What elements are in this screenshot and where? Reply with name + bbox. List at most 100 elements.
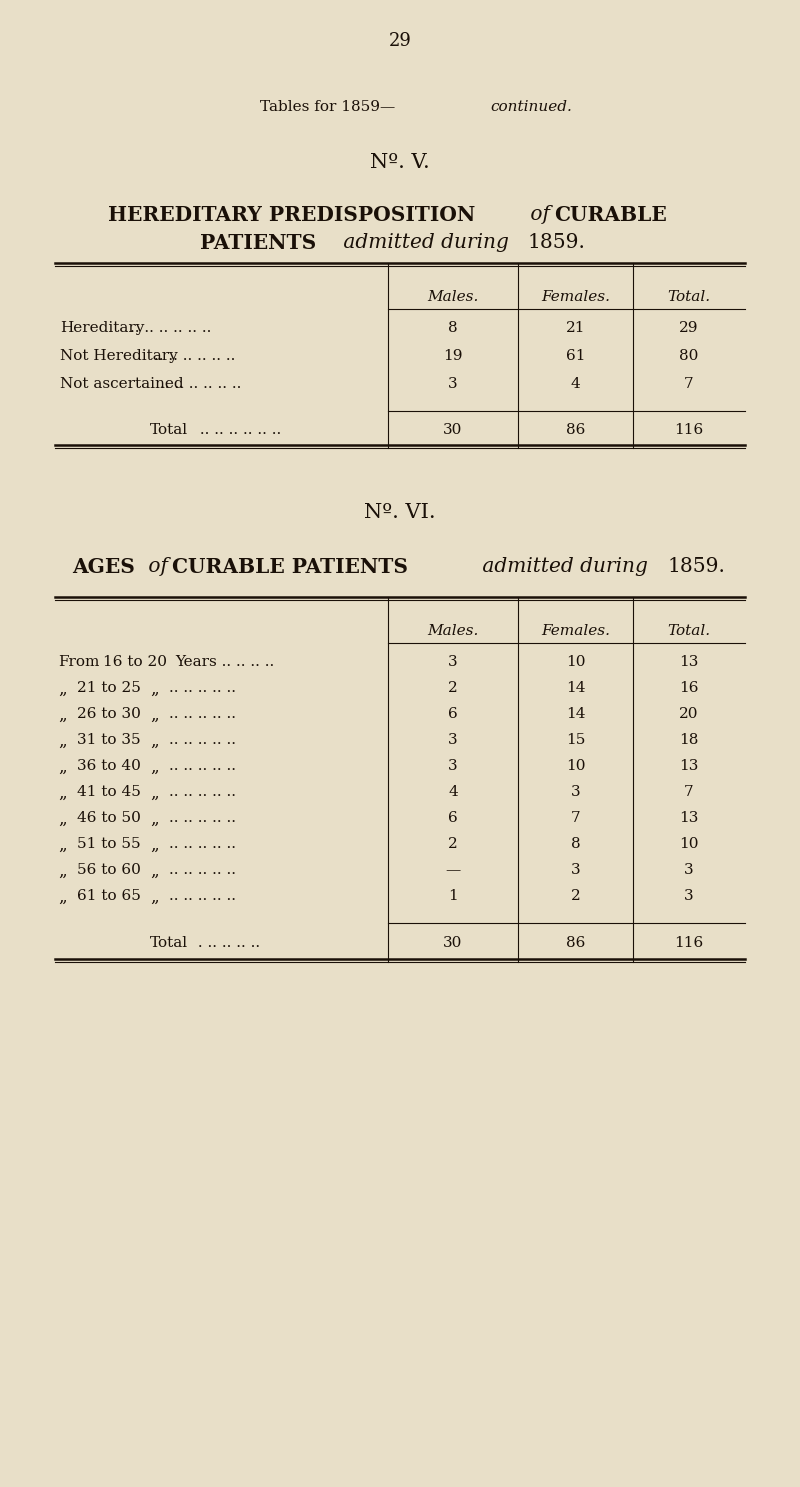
Text: PATIENTS: PATIENTS	[200, 233, 316, 253]
Text: 26 to 30: 26 to 30	[77, 706, 141, 721]
Text: 6: 6	[448, 706, 458, 721]
Text: AGES: AGES	[72, 558, 135, 577]
Text: Nº. V.: Nº. V.	[370, 153, 430, 172]
Text: 19: 19	[443, 349, 462, 363]
Text: 8: 8	[448, 321, 458, 335]
Text: „: „	[58, 706, 66, 724]
Text: „: „	[58, 758, 66, 776]
Text: 61 to 65: 61 to 65	[77, 889, 141, 903]
Text: CURABLE: CURABLE	[554, 205, 666, 225]
Text: .. .. .. .. ..: .. .. .. .. ..	[169, 758, 236, 773]
Text: .. .. .. .. .. ..: .. .. .. .. .. ..	[154, 349, 235, 363]
Text: 7: 7	[684, 785, 694, 799]
Text: 29: 29	[679, 321, 698, 335]
Text: 41 to 45: 41 to 45	[77, 785, 141, 799]
Text: 14: 14	[566, 706, 586, 721]
Text: —: —	[446, 862, 461, 877]
Text: continued.: continued.	[490, 100, 572, 114]
Text: Tables for 1859—: Tables for 1859—	[260, 100, 395, 114]
Text: 46 to 50: 46 to 50	[77, 810, 141, 825]
Text: 3: 3	[684, 862, 694, 877]
Text: 4: 4	[448, 785, 458, 799]
Text: „: „	[150, 837, 158, 854]
Text: 16 to 20: 16 to 20	[103, 654, 167, 669]
Text: Not ascertained: Not ascertained	[60, 378, 184, 391]
Text: 86: 86	[566, 935, 585, 950]
Text: 8: 8	[570, 837, 580, 851]
Text: 3: 3	[448, 654, 458, 669]
Text: .. .. .. .. ..: .. .. .. .. ..	[169, 862, 236, 877]
Text: Females.: Females.	[541, 290, 610, 303]
Text: 20: 20	[679, 706, 698, 721]
Text: „: „	[150, 681, 158, 697]
Text: 30: 30	[443, 422, 462, 437]
Text: „: „	[58, 785, 66, 801]
Text: 15: 15	[566, 733, 585, 746]
Text: 51 to 55: 51 to 55	[77, 837, 141, 851]
Text: „: „	[150, 810, 158, 828]
Text: .. .. .. .. ..: .. .. .. .. ..	[169, 837, 236, 851]
Text: „: „	[58, 681, 66, 697]
Text: 3: 3	[570, 785, 580, 799]
Text: Hereditary: Hereditary	[60, 321, 144, 335]
Text: 10: 10	[679, 837, 698, 851]
Text: „: „	[150, 733, 158, 749]
Text: of: of	[524, 205, 556, 225]
Text: 116: 116	[674, 422, 704, 437]
Text: .. .. .. .. .. ..: .. .. .. .. .. ..	[130, 321, 211, 335]
Text: .. .. .. .. ..: .. .. .. .. ..	[169, 810, 236, 825]
Text: Years .. .. .. ..: Years .. .. .. ..	[175, 654, 274, 669]
Text: .. .. .. .. ..: .. .. .. .. ..	[169, 785, 236, 799]
Text: 61: 61	[566, 349, 586, 363]
Text: 29: 29	[389, 33, 411, 51]
Text: 3: 3	[448, 733, 458, 746]
Text: 18: 18	[679, 733, 698, 746]
Text: „: „	[150, 889, 158, 906]
Text: Total.: Total.	[667, 290, 710, 303]
Text: „: „	[150, 862, 158, 880]
Text: 10: 10	[566, 654, 586, 669]
Text: .. .. .. .. ..: .. .. .. .. ..	[169, 706, 236, 721]
Text: „: „	[150, 706, 158, 724]
Text: 10: 10	[566, 758, 586, 773]
Text: 6: 6	[448, 810, 458, 825]
Text: 1859.: 1859.	[528, 233, 586, 251]
Text: From: From	[58, 654, 99, 669]
Text: 31 to 35: 31 to 35	[77, 733, 141, 746]
Text: 2: 2	[570, 889, 580, 903]
Text: 3: 3	[684, 889, 694, 903]
Text: 13: 13	[679, 654, 698, 669]
Text: 13: 13	[679, 810, 698, 825]
Text: 3: 3	[448, 758, 458, 773]
Text: Females.: Females.	[541, 625, 610, 638]
Text: „: „	[58, 889, 66, 906]
Text: .. .. .. .. ..: .. .. .. .. ..	[169, 889, 236, 903]
Text: CURABLE PATIENTS: CURABLE PATIENTS	[172, 558, 408, 577]
Text: 1859.: 1859.	[668, 558, 726, 575]
Text: admitted during: admitted during	[476, 558, 654, 575]
Text: .. .. .. .. ..: .. .. .. .. ..	[169, 733, 236, 746]
Text: 116: 116	[674, 935, 704, 950]
Text: „: „	[58, 733, 66, 749]
Text: 1: 1	[448, 889, 458, 903]
Text: „: „	[150, 785, 158, 801]
Text: Total: Total	[150, 935, 188, 950]
Text: 21: 21	[566, 321, 586, 335]
Text: .. .. .. .. .. ..: .. .. .. .. .. ..	[160, 378, 242, 391]
Text: Nº. VI.: Nº. VI.	[364, 503, 436, 522]
Text: of: of	[142, 558, 174, 575]
Text: Total.: Total.	[667, 625, 710, 638]
Text: 3: 3	[448, 378, 458, 391]
Text: 80: 80	[679, 349, 698, 363]
Text: 36 to 40: 36 to 40	[77, 758, 141, 773]
Text: 7: 7	[684, 378, 694, 391]
Text: 16: 16	[679, 681, 698, 694]
Text: 4: 4	[570, 378, 580, 391]
Text: admitted during: admitted during	[337, 233, 515, 251]
Text: 14: 14	[566, 681, 586, 694]
Text: „: „	[58, 837, 66, 854]
Text: Not Hereditary: Not Hereditary	[60, 349, 178, 363]
Text: 86: 86	[566, 422, 585, 437]
Text: Total: Total	[150, 422, 188, 437]
Text: 21 to 25: 21 to 25	[77, 681, 141, 694]
